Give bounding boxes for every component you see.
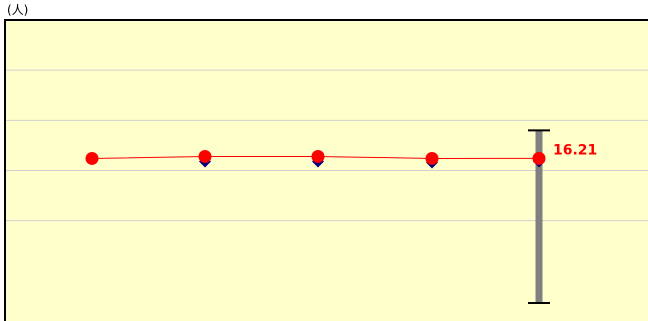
circle-marker [198,149,212,163]
data-label: 16.21 [553,142,597,158]
plot-frame [4,19,648,321]
data-labels: 16.21 [553,142,597,158]
y-axis-unit-label: (人) [7,3,29,17]
circle-marker [311,149,325,163]
circle-marker [425,151,439,165]
circle-marker [532,151,546,165]
series-markers [85,149,546,169]
circle-marker [85,151,99,165]
